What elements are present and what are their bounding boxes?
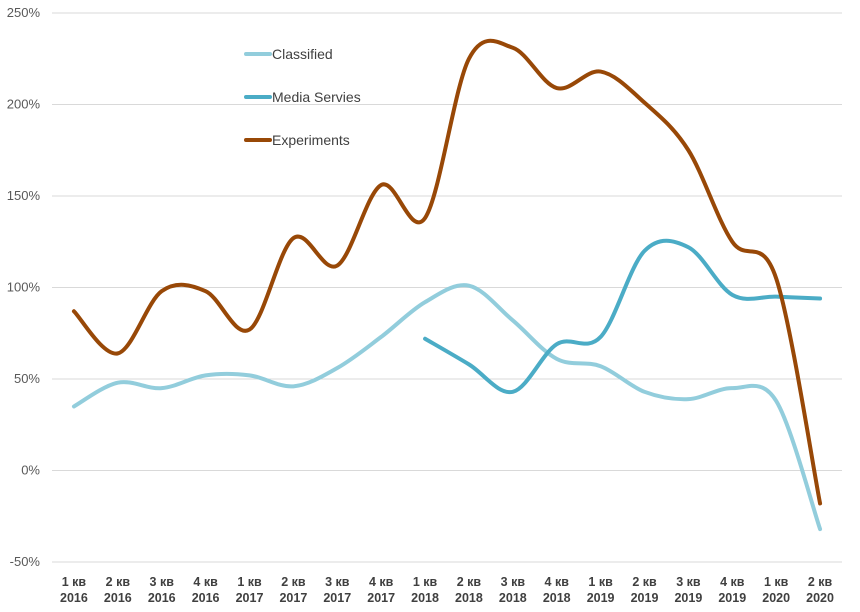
legend-label: Media Servies [272,89,361,105]
x-tick-quarter: 1 кв [588,575,613,589]
x-tick-label: 1 кв 2020 [762,575,790,605]
legend-item-media-servies: Media Servies [244,89,361,105]
x-tick-year: 2018 [499,591,527,605]
x-tick-quarter: 2 кв [281,575,306,589]
x-tick-year: 2018 [411,591,439,605]
y-tick-label: 50% [14,371,40,386]
x-tick-label: 4 кв 2018 [543,575,571,605]
x-tick-year: 2019 [718,591,746,605]
x-tick-quarter: 3 кв [501,575,526,589]
y-axis-tick-labels: -50% 0% 50% 100% 150% 200% 250% [7,5,41,569]
legend-label: Experiments [272,132,350,148]
x-tick-label: 1 кв 2019 [587,575,615,605]
series-line-media-servies [423,238,823,394]
series-line-experiments [71,38,823,506]
x-tick-year: 2017 [323,591,351,605]
x-tick-quarter: 2 кв [106,575,131,589]
x-tick-label: 3 кв 2017 [323,575,351,605]
x-tick-quarter: 2 кв [632,575,657,589]
y-tick-label: 250% [7,5,41,20]
legend-label: Classified [272,46,333,62]
x-tick-label: 4 кв 2016 [192,575,220,605]
x-tick-year: 2016 [192,591,220,605]
y-tick-label: 200% [7,97,41,112]
x-tick-label: 3 кв 2016 [148,575,176,605]
x-tick-year: 2018 [455,591,483,605]
x-tick-year: 2016 [60,591,88,605]
x-tick-year: 2017 [236,591,264,605]
x-tick-label: 1 кв 2016 [60,575,88,605]
x-tick-label: 3 кв 2018 [499,575,527,605]
x-tick-label: 2 кв 2018 [455,575,483,605]
x-tick-quarter: 2 кв [808,575,833,589]
legend-item-experiments: Experiments [244,132,350,148]
x-tick-label: 4 кв 2017 [367,575,395,605]
x-tick-label: 1 кв 2017 [236,575,264,605]
y-tick-label: 0% [21,463,40,478]
x-tick-year: 2019 [674,591,702,605]
x-tick-quarter: 1 кв [764,575,789,589]
x-tick-label: 1 кв 2018 [411,575,439,605]
x-tick-year: 2018 [543,591,571,605]
x-tick-year: 2017 [367,591,395,605]
x-tick-label: 2 кв 2016 [104,575,132,605]
x-tick-year: 2019 [587,591,615,605]
x-tick-year: 2016 [104,591,132,605]
series-lines [71,38,823,532]
gridlines [52,12,842,563]
legend-item-classified: Classified [244,46,333,62]
x-tick-year: 2019 [631,591,659,605]
y-tick-label: -50% [10,554,41,569]
x-tick-quarter: 2 кв [457,575,482,589]
x-tick-label: 3 кв 2019 [674,575,702,605]
x-tick-quarter: 4 кв [720,575,745,589]
x-tick-year: 2020 [806,591,834,605]
x-tick-quarter: 1 кв [413,575,438,589]
x-tick-label: 2 кв 2020 [806,575,834,605]
x-tick-label: 2 кв 2019 [631,575,659,605]
x-tick-quarter: 3 кв [150,575,175,589]
y-tick-label: 150% [7,188,41,203]
x-axis-tick-labels: 1 кв 2016 2 кв 2016 3 кв 2016 4 кв 2016 1 кв 2017… [60,575,834,605]
x-tick-quarter: 4 кв [193,575,218,589]
legend: Classified Media Servies Experiments [244,46,361,148]
x-tick-year: 2020 [762,591,790,605]
x-tick-quarter: 3 кв [325,575,350,589]
y-tick-label: 100% [7,280,41,295]
x-tick-quarter: 1 кв [237,575,262,589]
x-tick-label: 4 кв 2019 [718,575,746,605]
series-line-classified [71,283,823,532]
x-tick-label: 2 кв 2017 [279,575,307,605]
x-tick-quarter: 1 кв [62,575,87,589]
x-tick-quarter: 4 кв [369,575,394,589]
x-tick-quarter: 3 кв [676,575,701,589]
x-tick-quarter: 4 кв [545,575,570,589]
x-tick-year: 2017 [279,591,307,605]
x-tick-year: 2016 [148,591,176,605]
